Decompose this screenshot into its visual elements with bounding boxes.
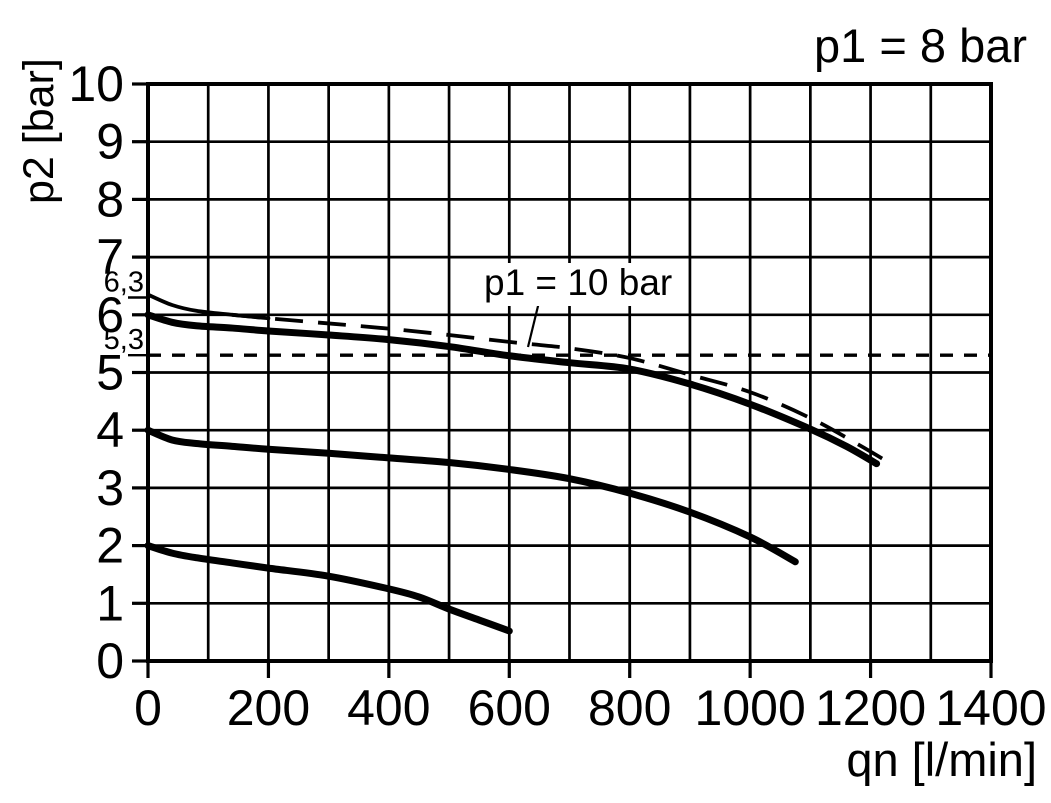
svg-text:0: 0 [96, 633, 124, 689]
svg-text:800: 800 [588, 680, 671, 736]
svg-text:3: 3 [96, 460, 124, 516]
svg-text:1: 1 [96, 575, 124, 631]
curve-p1-8-bar-outlet-6-bar [144, 311, 881, 468]
svg-text:0: 0 [134, 680, 162, 736]
svg-text:4: 4 [96, 402, 124, 458]
curve-outlet-4-bar [144, 426, 799, 566]
annotation-leader-line [526, 301, 541, 348]
grid [148, 84, 991, 661]
svg-text:1400: 1400 [935, 680, 1046, 736]
chart-title: p1 = 8 bar [814, 19, 1027, 72]
svg-text:7: 7 [96, 229, 124, 285]
svg-text:10: 10 [68, 56, 124, 112]
svg-text:5,3: 5,3 [104, 324, 144, 356]
svg-text:2: 2 [96, 518, 124, 574]
svg-text:5: 5 [96, 345, 124, 401]
svg-text:6,3: 6,3 [104, 266, 144, 298]
special-y-ticks: 6,3 5,3 [104, 266, 148, 357]
svg-text:6: 6 [96, 287, 124, 343]
svg-text:8: 8 [96, 171, 124, 227]
svg-text:1000: 1000 [695, 680, 806, 736]
svg-text:200: 200 [227, 680, 310, 736]
x-axis-ticks: 0 200 400 600 800 1000 1200 1400 [134, 661, 1047, 736]
svg-text:600: 600 [468, 680, 551, 736]
curve-outlet-2-bar [144, 542, 513, 635]
x-axis-title: qn [l/min] [846, 733, 1037, 786]
svg-text:1200: 1200 [815, 680, 926, 736]
curve-annotation-p1-10-bar: p1 = 10 bar [477, 263, 680, 306]
svg-text:9: 9 [96, 114, 124, 170]
curve-p1-10-bar [146, 292, 896, 468]
svg-text:400: 400 [347, 680, 430, 736]
y-axis-title: p2 [bar] [15, 58, 63, 204]
